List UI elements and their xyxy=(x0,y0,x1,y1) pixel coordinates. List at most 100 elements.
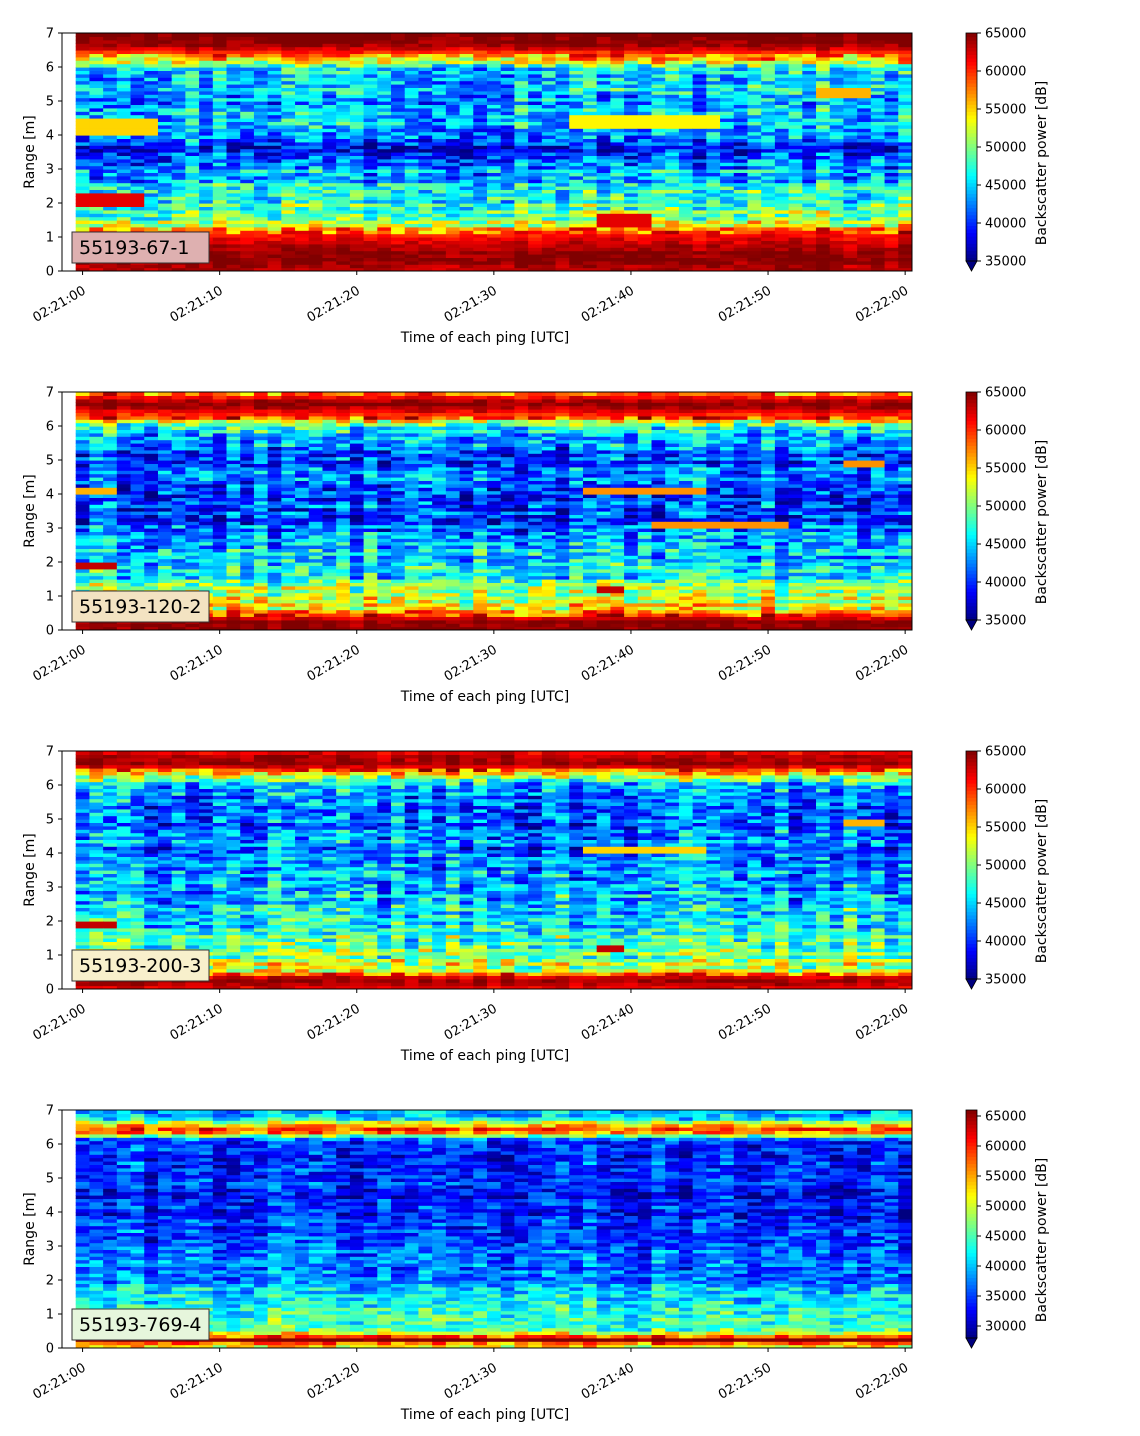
colorbar-tick-label: 35000 xyxy=(985,255,1026,270)
colorbar-frame xyxy=(965,1109,978,1339)
y-tick-label: 7 xyxy=(46,745,54,760)
colorbar-tick-label: 60000 xyxy=(985,424,1026,439)
x-tick-label: 02:21:00 xyxy=(30,1001,88,1043)
colorbar-extend-arrow xyxy=(965,619,978,631)
x-tick-label: 02:21:20 xyxy=(305,283,363,325)
chart-panel-4: 0 1 2 3 4 5 6 7 02:21:00 02:21:10 02:21:20 02:21:30… xyxy=(22,1104,1050,1424)
y-tick-label: 7 xyxy=(46,386,54,401)
y-tick-label: 1 xyxy=(46,949,54,964)
x-tick-label: 02:21:30 xyxy=(442,1001,500,1043)
colorbar: 35000 40000 45000 50000 55000 60000 65000 Backs… xyxy=(965,745,1050,990)
colorbar-label: Backscatter power [dB] xyxy=(1034,81,1050,246)
y-tick-label: 1 xyxy=(46,590,54,605)
x-tick-label: 02:21:10 xyxy=(168,283,226,325)
x-tick-label: 02:22:00 xyxy=(853,1360,911,1402)
y-tick-label: 4 xyxy=(46,1206,54,1221)
y-tick-label: 4 xyxy=(46,129,54,144)
x-tick-label: 02:21:40 xyxy=(579,642,637,684)
x-tick-label: 02:21:20 xyxy=(305,642,363,684)
x-tick-label: 02:21:50 xyxy=(716,642,774,684)
panel-label: 55193-200-3 xyxy=(71,949,210,982)
x-tick-label: 02:21:50 xyxy=(716,1001,774,1043)
y-tick-label: 2 xyxy=(46,556,54,571)
colorbar-tick-label: 30000 xyxy=(985,1320,1026,1335)
colorbar-tick-label: 40000 xyxy=(985,217,1026,232)
y-tick-label: 3 xyxy=(46,1240,54,1255)
x-tick-label: 02:21:20 xyxy=(305,1001,363,1043)
x-tick-label: 02:21:00 xyxy=(30,1360,88,1402)
colorbar-tick-label: 55000 xyxy=(985,1170,1026,1185)
x-tick-label: 02:21:40 xyxy=(579,1360,637,1402)
y-tick-label: 6 xyxy=(46,420,54,435)
chart-panel-2: 0 1 2 3 4 5 6 7 02:21:00 02:21:10 02:21:20 02:21:30… xyxy=(22,386,1050,706)
colorbar-tick-label: 60000 xyxy=(985,65,1026,80)
axes-frame xyxy=(61,391,913,631)
colorbar-tick-label: 60000 xyxy=(985,783,1026,798)
panel-label-box xyxy=(71,1308,210,1341)
y-axis-label: Range [m] xyxy=(22,474,38,547)
colorbar-tick-label: 35000 xyxy=(985,973,1026,988)
panel-label: 55193-67-1 xyxy=(71,231,210,264)
y-axis-label: Range [m] xyxy=(22,115,38,188)
colorbar-tick-label: 55000 xyxy=(985,462,1026,477)
panel-label: 55193-120-2 xyxy=(71,590,210,623)
panel-label-text: 55193-200-3 xyxy=(79,955,202,977)
y-tick-label: 5 xyxy=(46,1172,54,1187)
panel-label-text: 55193-120-2 xyxy=(79,596,202,618)
x-tick-label: 02:21:00 xyxy=(30,642,88,684)
colorbar-tick-label: 60000 xyxy=(985,1140,1026,1155)
x-tick-label: 02:21:30 xyxy=(442,1360,500,1402)
x-tick-label: 02:21:20 xyxy=(305,1360,363,1402)
y-tick-label: 4 xyxy=(46,488,54,503)
colorbar-tick-label: 50000 xyxy=(985,859,1026,874)
colorbar-label: Backscatter power [dB] xyxy=(1034,799,1050,964)
colorbar: 30000 35000 40000 45000 50000 55000 60000 65000… xyxy=(965,1109,1050,1349)
x-tick-label: 02:21:10 xyxy=(168,1360,226,1402)
panel-label-box xyxy=(71,949,210,982)
x-tick-label: 02:21:40 xyxy=(579,283,637,325)
colorbar-label: Backscatter power [dB] xyxy=(1034,440,1050,605)
colorbar-tick-label: 55000 xyxy=(985,821,1026,836)
heatmap xyxy=(75,751,912,989)
y-tick-label: 6 xyxy=(46,61,54,76)
y-tick-label: 1 xyxy=(46,1308,54,1323)
x-tick-label: 02:21:50 xyxy=(716,283,774,325)
colorbar-tick-label: 65000 xyxy=(985,1110,1026,1125)
x-axis-label: Time of each ping [UTC] xyxy=(400,689,570,705)
colorbar-tick-label: 65000 xyxy=(985,27,1026,42)
axes-frame xyxy=(61,1109,913,1349)
y-axis-label: Range [m] xyxy=(22,833,38,906)
x-axis-label: Time of each ping [UTC] xyxy=(400,1407,570,1423)
y-tick-label: 7 xyxy=(46,27,54,42)
panel-label: 55193-769-4 xyxy=(71,1308,210,1341)
colorbar: 35000 40000 45000 50000 55000 60000 65000 Backs… xyxy=(965,27,1050,272)
y-axis-label: Range [m] xyxy=(22,1192,38,1265)
panel-label-box xyxy=(71,231,210,264)
y-tick-label: 1 xyxy=(46,231,54,246)
y-tick-label: 3 xyxy=(46,881,54,896)
colorbar-tick-label: 65000 xyxy=(985,386,1026,401)
heatmap xyxy=(75,392,912,630)
x-tick-label: 02:22:00 xyxy=(853,283,911,325)
colorbar-extend-arrow xyxy=(965,978,978,990)
x-tick-label: 02:21:10 xyxy=(168,1001,226,1043)
x-tick-label: 02:21:10 xyxy=(168,642,226,684)
colorbar-tick-label: 45000 xyxy=(985,1230,1026,1245)
y-tick-label: 5 xyxy=(46,813,54,828)
x-tick-label: 02:21:30 xyxy=(442,642,500,684)
y-tick-label: 3 xyxy=(46,163,54,178)
heatmap xyxy=(75,1110,912,1348)
axes-frame xyxy=(61,750,913,990)
x-axis-label: Time of each ping [UTC] xyxy=(400,330,570,346)
panel-label-text: 55193-769-4 xyxy=(79,1314,202,1336)
y-tick-label: 0 xyxy=(46,1342,54,1357)
y-tick-label: 2 xyxy=(46,915,54,930)
y-tick-label: 2 xyxy=(46,197,54,212)
colorbar-tick-label: 35000 xyxy=(985,1290,1026,1305)
colorbar-tick-label: 45000 xyxy=(985,179,1026,194)
chart-panel-3: 0 1 2 3 4 5 6 7 02:21:00 02:21:10 02:21:20 02:21:30… xyxy=(22,745,1050,1065)
y-tick-label: 5 xyxy=(46,454,54,469)
x-tick-label: 02:21:50 xyxy=(716,1360,774,1402)
x-tick-label: 02:21:00 xyxy=(30,283,88,325)
y-tick-label: 5 xyxy=(46,95,54,110)
